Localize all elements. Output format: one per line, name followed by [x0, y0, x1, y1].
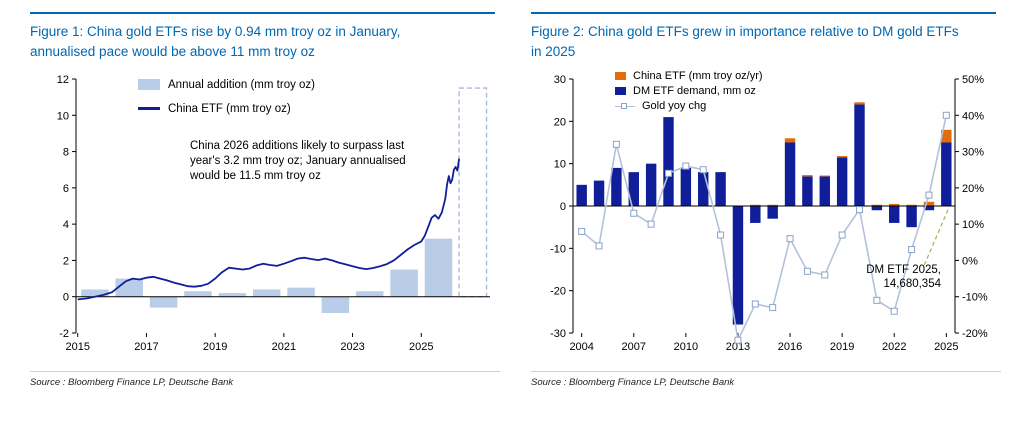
- svg-text:2013: 2013: [726, 341, 750, 353]
- svg-text:30: 30: [554, 74, 566, 86]
- figure1-annotation: China 2026 additions likely to surpass l…: [190, 139, 406, 182]
- china-etf-swatch-icon: [615, 72, 626, 80]
- legend-item-gold-yoy: Gold yoy chg: [615, 99, 763, 114]
- svg-text:2016: 2016: [778, 341, 802, 353]
- svg-text:2025: 2025: [934, 341, 958, 353]
- gold-yoy-line: [581, 114, 948, 341]
- figure2-title: Figure 2: China gold ETFs grew in import…: [531, 24, 959, 60]
- figure1-title: Figure 1: China gold ETFs rise by 0.94 m…: [30, 24, 401, 60]
- svg-text:2: 2: [63, 255, 69, 267]
- svg-text:2010: 2010: [674, 341, 698, 353]
- figure1-top-rule: [30, 12, 495, 14]
- svg-text:10%: 10%: [962, 219, 984, 231]
- annual-addition-swatch-icon: [138, 79, 160, 90]
- legend-item-dm-etf: DM ETF demand, mm oz: [615, 84, 763, 99]
- figure1-legend: Annual addition (mm troy oz) China ETF (…: [138, 73, 315, 121]
- svg-text:2022: 2022: [882, 341, 906, 353]
- svg-text:-10: -10: [550, 243, 566, 255]
- svg-text:2007: 2007: [622, 341, 646, 353]
- svg-text:2004: 2004: [569, 341, 593, 353]
- china-etf-label: China ETF (mm troy oz): [168, 102, 291, 115]
- legend-item-annual-addition: Annual addition (mm troy oz): [138, 73, 315, 97]
- svg-text:50%: 50%: [962, 74, 984, 86]
- figure2-top-rule: [531, 12, 996, 14]
- legend-item-china-etf: China ETF (mm troy oz/yr): [615, 69, 763, 84]
- gold-yoy-label: Gold yoy chg: [642, 100, 707, 112]
- annual-addition-label: Annual addition (mm troy oz): [168, 78, 316, 91]
- svg-text:12: 12: [57, 74, 69, 86]
- gold-yoy-markers: [578, 111, 950, 344]
- svg-text:-2: -2: [59, 328, 69, 340]
- figure2-annotation: DM ETF 2025, 14,680,354: [823, 263, 941, 293]
- legend-item-china-etf: China ETF (mm troy oz): [138, 97, 315, 121]
- figure2-plot: -30 -20 -10 0 10 20 30 -20% -10% 0% 10% 20% 30% 40% 50…: [550, 74, 988, 353]
- figure2-chart: -30 -20 -10 0 10 20 30 -20% -10% 0% 10% 20% 30% 40% 50…: [531, 67, 1001, 369]
- china-etf-line: [77, 158, 460, 300]
- china-etf-line-swatch-icon: [138, 107, 160, 110]
- svg-text:2025: 2025: [409, 341, 433, 353]
- svg-text:8: 8: [63, 146, 69, 158]
- svg-text:-10%: -10%: [962, 291, 988, 303]
- figure1-plot: -2 0 2 4 6 8 10 12 2015 2017 2019 2021 2023 2025: [57, 74, 490, 353]
- figure2-annotation-line1: DM ETF 2025,: [866, 263, 941, 276]
- svg-text:0: 0: [63, 291, 69, 303]
- svg-text:20: 20: [554, 116, 566, 128]
- svg-text:0%: 0%: [962, 255, 978, 267]
- svg-text:2023: 2023: [340, 341, 364, 353]
- figure1-chart: -2 0 2 4 6 8 10 12 2015 2017 2019 2021 2023 2025 Annu…: [30, 67, 500, 369]
- report-figures: Figure 1: China gold ETFs rise by 0.94 m…: [30, 12, 1001, 388]
- china-etf-label: China ETF (mm troy oz/yr): [633, 70, 763, 82]
- svg-text:0: 0: [560, 201, 566, 213]
- figure2-annotation-line2: 14,680,354: [883, 278, 941, 291]
- dm-etf-swatch-icon: [615, 87, 626, 95]
- svg-text:-20%: -20%: [962, 328, 988, 340]
- svg-text:40%: 40%: [962, 110, 984, 122]
- figure1-source: Source : Bloomberg Finance LP, Deutsche …: [30, 370, 500, 388]
- svg-text:2021: 2021: [272, 341, 296, 353]
- svg-text:30%: 30%: [962, 146, 984, 158]
- dm-etf-label: DM ETF demand, mm oz: [633, 85, 756, 97]
- svg-text:10: 10: [554, 158, 566, 170]
- svg-text:2017: 2017: [134, 341, 158, 353]
- svg-text:2015: 2015: [65, 341, 89, 353]
- projected-2026-bar: [458, 86, 488, 297]
- svg-text:-30: -30: [550, 328, 566, 340]
- svg-text:-20: -20: [550, 285, 566, 297]
- etf-demand-bars: [576, 101, 952, 325]
- annotation-leader-line: [923, 208, 949, 265]
- svg-text:20%: 20%: [962, 182, 984, 194]
- svg-text:6: 6: [63, 182, 69, 194]
- svg-text:2019: 2019: [203, 341, 227, 353]
- svg-text:2019: 2019: [830, 341, 854, 353]
- annual-addition-bars: [81, 238, 453, 313]
- figure2-source: Source : Bloomberg Finance LP, Deutsche …: [531, 370, 1001, 388]
- gold-yoy-line-swatch-icon: [615, 102, 635, 111]
- svg-text:4: 4: [63, 219, 69, 231]
- figure2-panel: Figure 2: China gold ETFs grew in import…: [531, 12, 1001, 388]
- svg-text:10: 10: [57, 110, 69, 122]
- figure1-panel: Figure 1: China gold ETFs rise by 0.94 m…: [30, 12, 500, 388]
- figure2-legend: China ETF (mm troy oz/yr) DM ETF demand,…: [615, 69, 763, 114]
